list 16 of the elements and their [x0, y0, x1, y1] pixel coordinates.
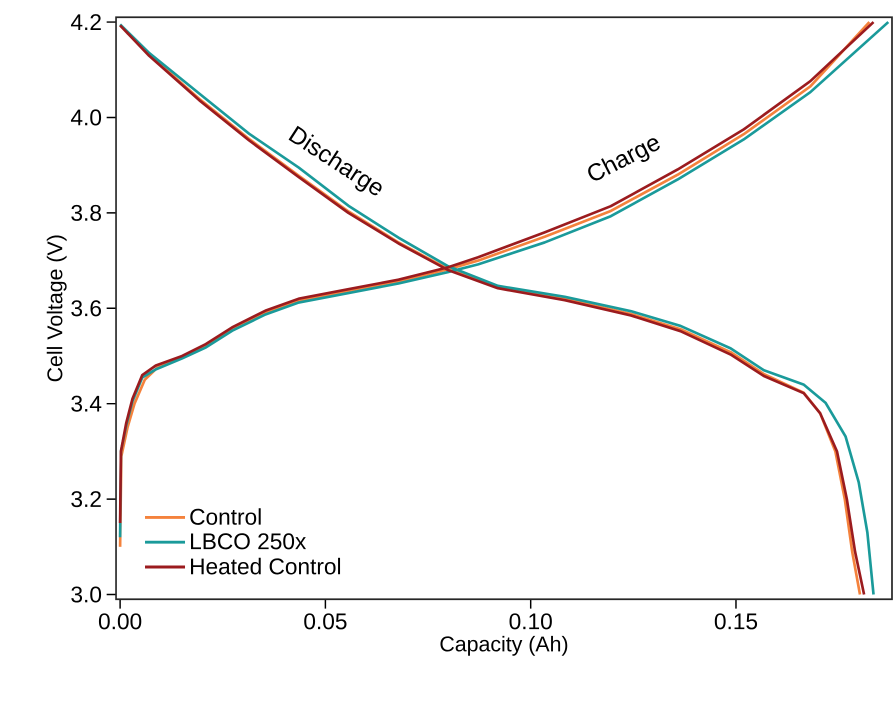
- legend-label: Control: [190, 508, 261, 525]
- y-tick-label: 3.4: [71, 396, 102, 412]
- x-tick-label: 0.05: [304, 613, 346, 630]
- x-tick-label: 0.00: [98, 613, 142, 630]
- y-tick-label: 3.8: [71, 204, 101, 221]
- legend-label: Heated Control: [191, 558, 340, 574]
- y-tick-label: 3.0: [71, 586, 102, 603]
- legend-label: LBCO 250x: [191, 533, 306, 550]
- x-tick-label: 0.10: [510, 613, 552, 630]
- y-tick-label: 4.0: [70, 109, 102, 126]
- x-tick-label: 0.15: [714, 613, 758, 630]
- y-axis-title: Cell Voltage (V): [46, 236, 67, 382]
- y-tick-label: 3.2: [71, 491, 101, 508]
- y-tick-label: 4.2: [70, 14, 101, 30]
- x-axis-title: Capacity (Ah): [440, 636, 568, 656]
- y-tick-label: 3.6: [71, 300, 101, 316]
